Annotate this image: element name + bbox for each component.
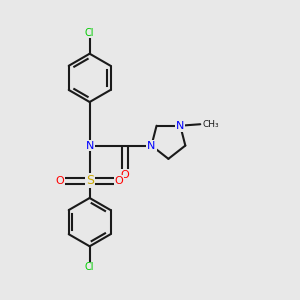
Text: Cl: Cl xyxy=(85,28,94,38)
Text: S: S xyxy=(85,174,94,188)
Text: O: O xyxy=(115,176,124,186)
Text: N: N xyxy=(147,141,156,151)
Text: O: O xyxy=(121,170,129,180)
Text: O: O xyxy=(56,176,64,186)
Text: N: N xyxy=(176,121,184,131)
Text: N: N xyxy=(85,141,94,151)
Text: Cl: Cl xyxy=(85,262,94,272)
Text: CH₃: CH₃ xyxy=(202,120,219,129)
